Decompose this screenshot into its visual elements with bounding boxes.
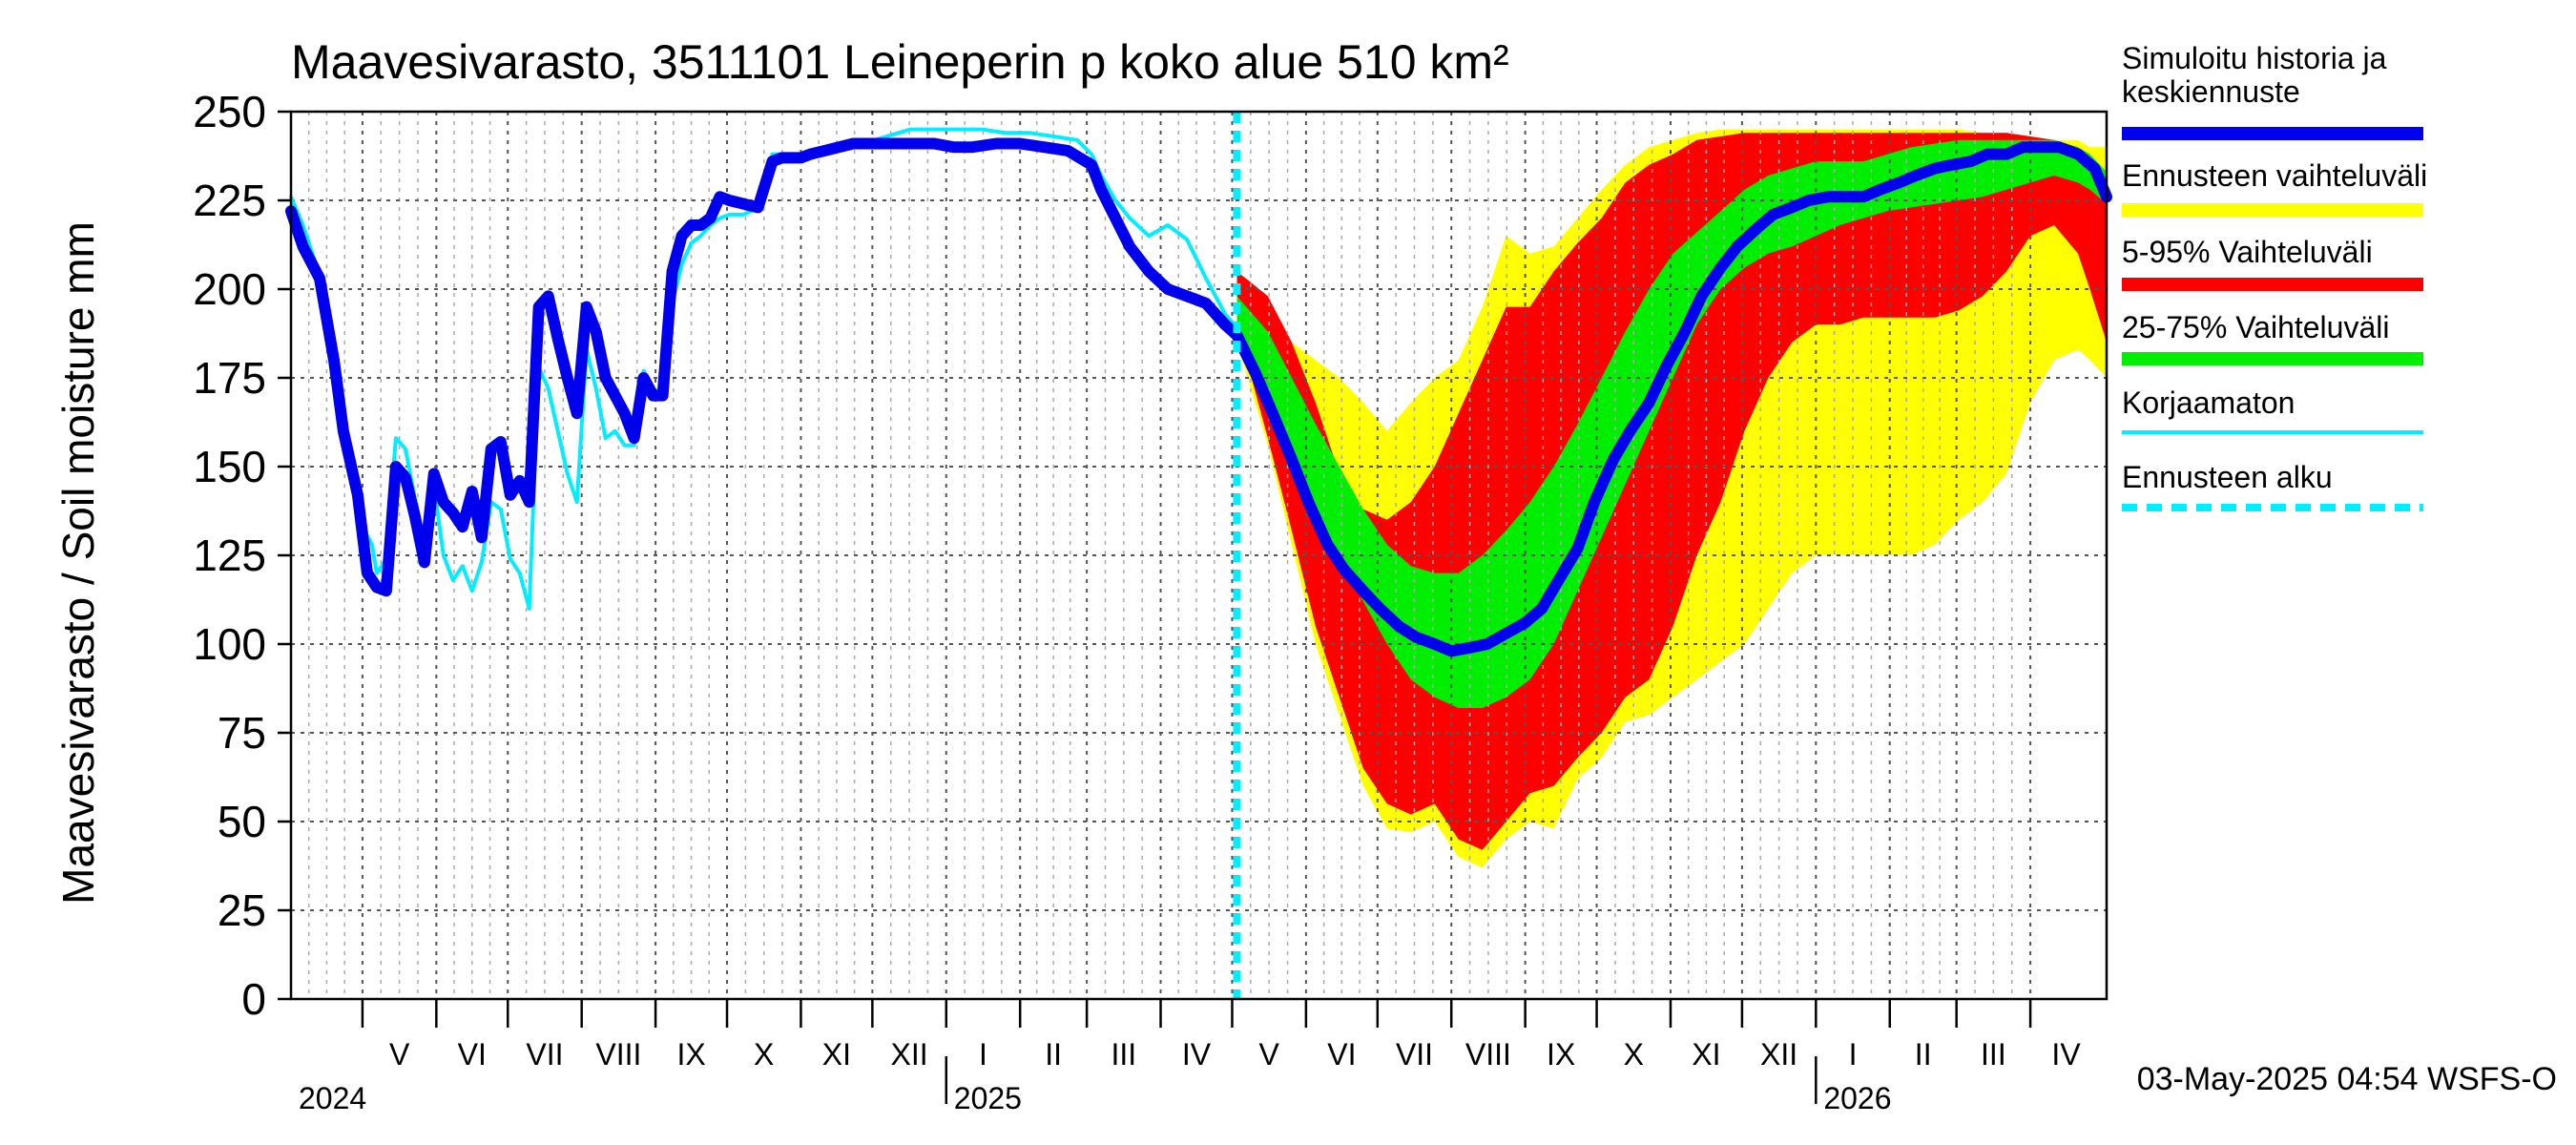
legend-label: Ennusteen alku [2122, 460, 2333, 494]
x-month-label: I [979, 1037, 987, 1072]
legend-5-95-vaihteluv-li: 5-95% Vaihteluväli [2122, 235, 2423, 291]
x-month-label: XII [1760, 1037, 1797, 1072]
x-month-label: IX [676, 1037, 705, 1072]
y-tick-label: 125 [193, 531, 266, 580]
x-month-label: V [1259, 1037, 1280, 1072]
legend-label: Korjaamaton [2122, 385, 2295, 420]
chart-title: Maavesivarasto, 3511101 Leineperin p kok… [291, 35, 1509, 89]
x-month-label: VII [1396, 1037, 1433, 1072]
x-month-label: VI [1327, 1037, 1356, 1072]
x-month-label: IV [1182, 1037, 1212, 1072]
legend-ennusteen-alku: Ennusteen alku [2122, 460, 2423, 511]
x-month-label: VI [458, 1037, 487, 1072]
y-tick-label: 200 [193, 264, 266, 314]
y-tick-label: 100 [193, 619, 266, 669]
legend-25-75-vaihteluv-li: 25-75% Vaihteluväli [2122, 310, 2423, 365]
x-year-label: 2024 [299, 1081, 366, 1115]
forecast-bands [1236, 129, 2107, 868]
y-tick-label: 250 [193, 87, 266, 136]
x-month-label: X [1624, 1037, 1644, 1072]
x-month-label: XI [822, 1037, 851, 1072]
x-year-label: 2026 [1823, 1081, 1891, 1115]
x-month-label: VII [526, 1037, 563, 1072]
y-axis-label: Maavesivarasto / Soil moisture mm [53, 221, 103, 905]
x-month-label: XI [1692, 1037, 1720, 1072]
x-month-label: VIII [595, 1037, 641, 1072]
timestamp-footer: 03-May-2025 04:54 WSFS-O [2137, 1061, 2557, 1097]
x-month-label: V [389, 1037, 410, 1072]
x-month-label: III [1981, 1037, 2006, 1072]
y-axis-ticks: 0 25 50 75 100 125 150 175 200 225 250 [193, 87, 291, 1024]
y-tick-label: 75 [218, 708, 266, 758]
series-line-keskiennuste [1231, 141, 2112, 657]
x-month-label: II [1915, 1037, 1932, 1072]
legend-label: Simuloitu historia ja [2122, 41, 2387, 75]
x-month-label: II [1045, 1037, 1062, 1072]
x-month-label: XII [891, 1037, 928, 1072]
y-tick-label: 225 [193, 176, 266, 225]
legend-label: keskiennuste [2122, 74, 2300, 109]
x-month-label: VIII [1465, 1037, 1511, 1072]
series-line-simuloitu-historia-ja-keskiennuste [285, 137, 1243, 597]
x-month-label: IX [1547, 1037, 1575, 1072]
legend-korjaamaton: Korjaamaton [2122, 385, 2423, 434]
x-year-label: 2025 [954, 1081, 1022, 1115]
x-month-label: I [1849, 1037, 1858, 1072]
y-tick-label: 50 [218, 797, 266, 846]
plot-lines [285, 112, 2112, 999]
x-month-label: III [1111, 1037, 1136, 1072]
legend-label: 25-75% Vaihteluväli [2122, 310, 2389, 344]
legend-ennusteen-vaihteluv-li: Ennusteen vaihteluväli [2122, 158, 2427, 217]
legend-label: Ennusteen vaihteluväli [2122, 158, 2427, 193]
y-tick-label: 150 [193, 442, 266, 491]
x-month-label: IV [2051, 1037, 2081, 1072]
x-axis-ticks: V VI VII VIII IX X XI XII I II III IV V VI VII VIII IX X X… [299, 999, 2081, 1115]
plot-grid [291, 112, 2107, 999]
x-month-label: X [754, 1037, 774, 1072]
y-tick-label: 0 [241, 974, 266, 1024]
y-tick-label: 175 [193, 353, 266, 403]
y-tick-label: 25 [218, 885, 266, 935]
legend-label: 5-95% Vaihteluväli [2122, 235, 2373, 269]
